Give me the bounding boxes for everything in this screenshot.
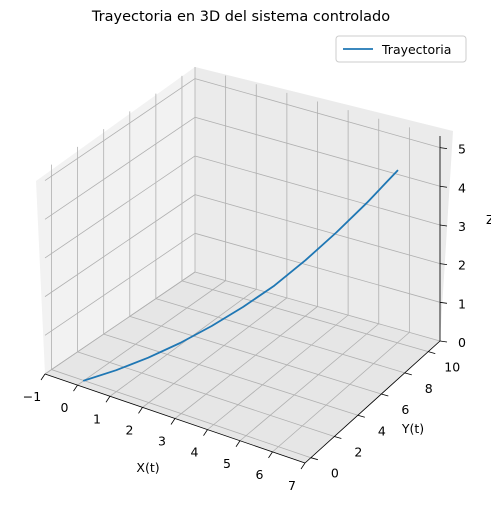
x-tick-label: 6 <box>256 467 264 482</box>
x-tick <box>40 373 46 381</box>
x-tick <box>203 429 208 436</box>
z-grid-left <box>44 155 196 259</box>
x-grid-floor <box>239 323 380 442</box>
z-grid-left <box>44 116 196 220</box>
x-grid-floor <box>77 280 226 386</box>
floor-pane <box>45 272 440 463</box>
y-tick-label: 4 <box>378 423 386 438</box>
z-tick-label: 4 <box>458 180 466 195</box>
z-grid-left <box>44 232 196 336</box>
z-tick <box>439 147 448 149</box>
chart-title: Trayectoria en 3D del sistema controlado <box>91 9 390 25</box>
y-tick-label: 8 <box>425 381 433 396</box>
z-grid-left <box>44 78 196 181</box>
y-tick-label: 2 <box>354 444 362 459</box>
x-grid-floor <box>109 288 257 397</box>
y-tick <box>357 414 365 418</box>
z-tick <box>439 263 448 266</box>
x-grid-floor <box>174 306 318 419</box>
z-axis-label: Z <box>486 212 491 227</box>
z-tick <box>439 340 448 343</box>
y-tick <box>310 457 318 461</box>
y-tick <box>381 393 389 397</box>
z-tick <box>439 301 448 304</box>
x-tick-label: 2 <box>126 422 134 437</box>
z-grid-left <box>44 271 196 375</box>
z-grid-back <box>194 271 441 342</box>
x-tick <box>138 407 143 414</box>
z-tick-label: 0 <box>458 335 466 350</box>
x-axis-label: X(t) <box>136 460 159 475</box>
y-grid-floor <box>155 298 405 374</box>
z-grid-back <box>194 116 441 187</box>
y-tick-label: 0 <box>331 466 339 481</box>
z-grid-back <box>194 232 441 303</box>
x-tick-label: 4 <box>191 445 199 460</box>
y-grid-floor <box>51 369 311 459</box>
z-grid-back <box>194 194 441 265</box>
x-grid-floor <box>142 297 288 408</box>
y-tick <box>428 351 436 354</box>
x-tick <box>300 462 306 470</box>
y-grid-floor <box>129 315 382 395</box>
z-tick <box>439 224 448 227</box>
x-tick-label: 5 <box>223 456 231 471</box>
x-tick <box>235 440 241 447</box>
x-tick <box>170 418 176 425</box>
x-tick-label: 0 <box>61 400 69 415</box>
y-tick-label: 10 <box>444 360 460 375</box>
y-grid-floor <box>77 351 335 437</box>
y-tick <box>404 372 412 376</box>
x-tick-label: 1 <box>93 411 101 426</box>
x-tick <box>73 384 78 392</box>
y-grid-floor <box>181 280 429 352</box>
left-pane <box>36 67 195 374</box>
y-tick-label: 6 <box>401 402 409 417</box>
grid-lines <box>44 67 441 464</box>
z-grid-left <box>44 194 196 297</box>
y-grid-floor <box>103 333 358 416</box>
z-tick-label: 5 <box>458 142 466 157</box>
x-tick-label: −1 <box>23 389 41 404</box>
z-tick-label: 1 <box>458 296 466 311</box>
y-tick <box>334 436 342 439</box>
y-axis-line <box>304 340 441 464</box>
z-tick-label: 2 <box>458 258 466 273</box>
x-grid-floor <box>272 332 410 453</box>
z-grid-back <box>194 78 441 148</box>
x-tick <box>268 451 273 459</box>
x-tick-label: 3 <box>158 434 166 449</box>
legend-label: Trayectoria <box>381 42 451 57</box>
z-grid-back <box>194 155 441 226</box>
x-tick-label: 7 <box>288 478 296 493</box>
z-tick <box>439 185 448 188</box>
series-layer <box>83 169 399 382</box>
y-axis-label: Y(t) <box>401 421 424 436</box>
legend-box <box>335 35 467 63</box>
x-grid-floor <box>207 314 349 430</box>
series-line-trayectoria <box>83 169 399 382</box>
z-tick-label: 3 <box>458 219 466 234</box>
x-tick <box>105 396 111 403</box>
legend: Trayectoria <box>335 35 467 63</box>
